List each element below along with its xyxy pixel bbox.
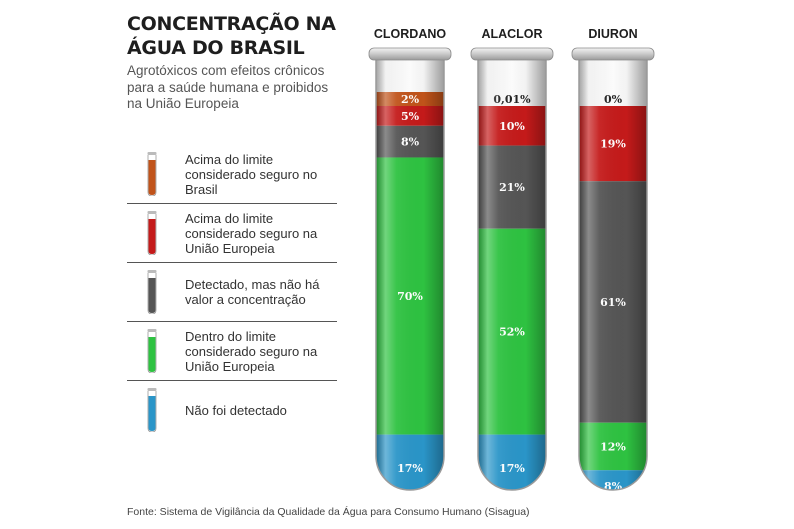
chart-title: CONCENTRAÇÃO NA ÁGUA DO BRASIL xyxy=(127,13,336,59)
data-label: 12% xyxy=(600,440,626,453)
test-tube-diuron: 0% 19% 61% 12% 8% DIURON xyxy=(571,27,655,504)
data-label: 17% xyxy=(397,462,423,475)
legend-item: Acima do limite considerado seguro na Un… xyxy=(127,204,337,263)
legend-label: Detectado, mas não há valor a concentraç… xyxy=(185,277,320,307)
legend-tube-icon xyxy=(147,388,157,432)
category-label: ALACLOR xyxy=(481,27,542,41)
test-tube-clordano: 2% 5% 8% 70% 17% CLORDANO xyxy=(368,27,452,504)
legend-label: Dentro do limite considerado seguro na U… xyxy=(185,328,318,374)
data-label: 0,01% xyxy=(493,93,531,106)
category-label: CLORDANO xyxy=(374,27,446,41)
legend-tube-icon xyxy=(147,211,157,255)
data-label: 2% xyxy=(401,93,420,106)
data-label: 19% xyxy=(600,138,626,151)
chart-subtitle: Agrotóxicos com efeitos crônicos para a … xyxy=(127,63,329,111)
tube-rim xyxy=(571,47,655,61)
legend-tube-fill xyxy=(148,160,156,195)
legend-tube-icon xyxy=(147,270,157,314)
data-label: 70% xyxy=(397,290,423,303)
legend-label: Não foi detectado xyxy=(185,402,287,418)
data-label: 10% xyxy=(499,120,525,133)
legend: Acima do limite considerado seguro no Br… xyxy=(127,145,337,439)
legend-tube-fill xyxy=(148,219,156,254)
test-tube-alaclor: 0,01% 10% 21% 52% 17% ALACLOR xyxy=(470,27,554,504)
data-label: 0% xyxy=(604,93,623,106)
data-label: 8% xyxy=(604,480,623,493)
legend-tube-fill xyxy=(148,396,156,431)
legend-item: Detectado, mas não há valor a concentraç… xyxy=(127,263,337,322)
legend-tube-icon xyxy=(147,329,157,373)
data-label: 52% xyxy=(499,326,525,339)
legend-label: Acima do limite considerado seguro no Br… xyxy=(185,151,318,197)
legend-tube-fill xyxy=(148,278,156,313)
tube-rim xyxy=(368,47,452,61)
source-note: Fonte: Sistema de Vigilância da Qualidad… xyxy=(127,506,530,518)
legend-tube-icon xyxy=(147,152,157,196)
data-label: 21% xyxy=(499,181,525,194)
data-label: 8% xyxy=(401,136,420,149)
legend-item: Não foi detectado xyxy=(127,381,337,439)
legend-label: Acima do limite considerado seguro na Un… xyxy=(185,210,318,256)
category-label: DIURON xyxy=(588,27,637,41)
data-label: 17% xyxy=(499,462,525,475)
tube-rim xyxy=(470,47,554,61)
data-label: 5% xyxy=(401,110,420,123)
legend-item: Acima do limite considerado seguro no Br… xyxy=(127,145,337,204)
legend-tube-fill xyxy=(148,337,156,372)
legend-item: Dentro do limite considerado seguro na U… xyxy=(127,322,337,381)
data-label: 61% xyxy=(600,296,626,309)
